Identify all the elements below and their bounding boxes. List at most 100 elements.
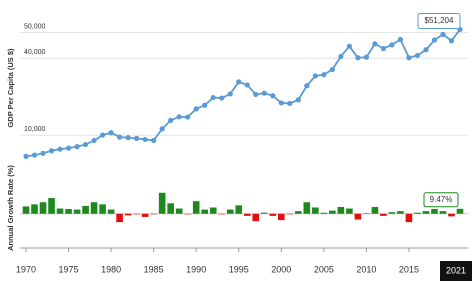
point: [185, 114, 191, 120]
point: [65, 145, 72, 151]
point: [99, 132, 106, 138]
point: [270, 93, 276, 99]
bar: [354, 213, 362, 220]
point: [31, 152, 38, 158]
bar: [39, 202, 47, 214]
bar: [73, 209, 81, 214]
x-highlight-label: 2021: [446, 265, 466, 275]
bar: [82, 205, 89, 214]
bar: [295, 211, 302, 214]
bar: [116, 213, 123, 223]
point: [372, 41, 378, 47]
y-tick-label: 50,000: [24, 23, 46, 30]
point: [202, 102, 208, 108]
bar: [439, 211, 447, 214]
y-tick-label: 40,000: [24, 49, 46, 56]
bar: [141, 213, 149, 217]
bar: [175, 208, 183, 214]
x-tick-label: 2015: [399, 264, 419, 274]
point: [48, 148, 55, 154]
bar: [269, 213, 277, 216]
bar: [346, 208, 353, 214]
point: [321, 72, 327, 78]
point: [117, 134, 123, 140]
point: [108, 130, 114, 136]
point: [91, 137, 97, 144]
bar: [209, 207, 217, 214]
bar: [243, 213, 251, 216]
bar: [226, 209, 234, 214]
point: [355, 55, 361, 61]
bar: [431, 209, 438, 214]
value-label-box: [423, 192, 459, 208]
bar: [167, 203, 174, 214]
point: [193, 106, 199, 112]
point: [389, 42, 395, 48]
point: [151, 137, 157, 144]
bar: [260, 212, 268, 214]
point: [125, 135, 131, 141]
y-axis-title: GDP Per Capita (US $): [6, 48, 15, 128]
point: [414, 52, 421, 59]
bar: [201, 209, 209, 214]
x-tick-label: 1985: [144, 264, 164, 274]
bar: [312, 207, 319, 214]
point: [312, 73, 318, 79]
bar: [252, 213, 260, 222]
value-label-box: [417, 12, 461, 29]
bar: [31, 204, 38, 214]
bar: [363, 213, 370, 214]
point: [74, 144, 80, 150]
point: [431, 37, 438, 43]
bar: [405, 213, 413, 223]
x-tick-label: 2005: [314, 264, 334, 274]
point: [380, 45, 387, 52]
bar: [65, 209, 72, 214]
bar: [388, 212, 396, 214]
point: [423, 47, 429, 53]
point: [57, 146, 63, 152]
point: [338, 53, 344, 60]
bar: [133, 213, 140, 215]
x-tick-label: 1990: [186, 264, 206, 274]
point: [329, 66, 335, 73]
bar: [158, 192, 166, 214]
y-tick-label: 10,000: [24, 126, 46, 133]
bar: [286, 213, 294, 215]
point: [168, 117, 174, 124]
point: [23, 153, 29, 159]
point: [363, 54, 369, 60]
bar: [456, 208, 464, 214]
bar: [337, 206, 345, 214]
bar: [48, 198, 55, 214]
bar: [107, 209, 115, 214]
bar: [235, 205, 243, 214]
point: [40, 150, 46, 156]
bar: [150, 213, 157, 215]
point: [287, 100, 293, 107]
line: [25, 28, 461, 158]
point: [253, 91, 259, 98]
bar: [192, 201, 200, 214]
point: [176, 114, 182, 120]
point: [219, 95, 225, 101]
point: [236, 79, 242, 85]
bar: [422, 211, 430, 214]
point: [227, 91, 233, 97]
bar: [218, 213, 226, 215]
bar: [320, 212, 328, 214]
bar: [184, 213, 191, 215]
bar: [99, 204, 106, 214]
point: [82, 141, 89, 148]
point: [304, 83, 310, 89]
x-tick-label: 1995: [229, 264, 249, 274]
point: [440, 31, 446, 37]
bar: [329, 210, 336, 214]
bar: [56, 208, 64, 214]
point: [244, 82, 250, 88]
point: [397, 36, 404, 43]
point: [448, 38, 455, 44]
point: [406, 55, 412, 61]
point: [346, 43, 352, 49]
